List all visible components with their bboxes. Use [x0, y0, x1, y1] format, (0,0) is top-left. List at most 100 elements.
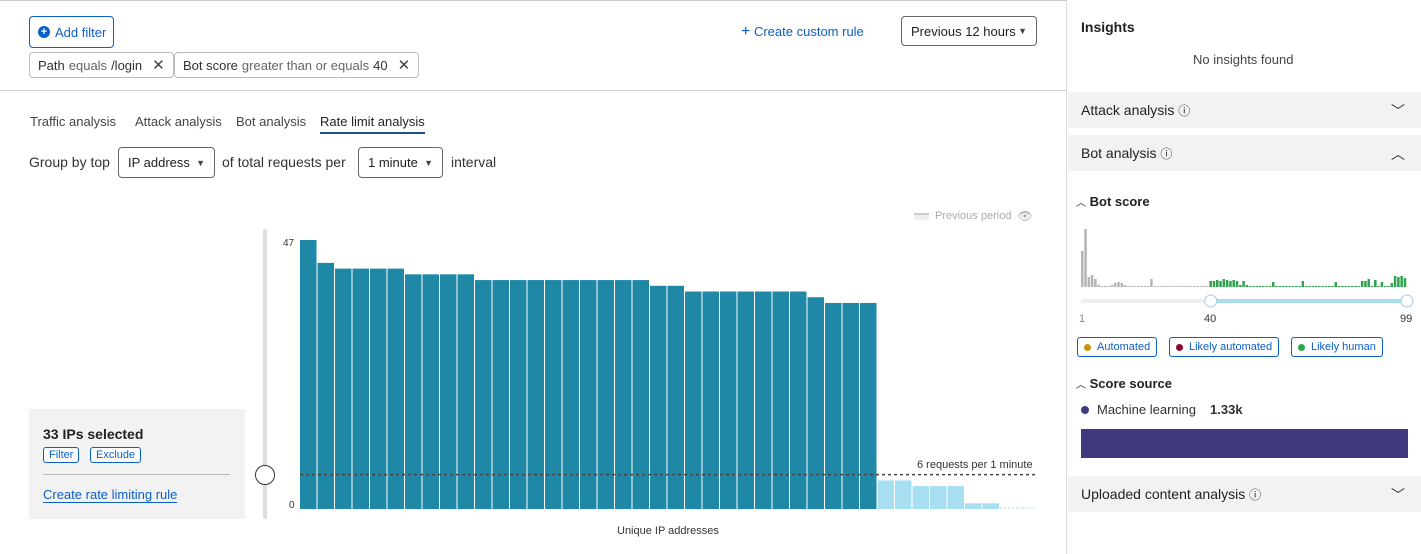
bar[interactable] [457, 274, 475, 509]
create-rate-limiting-rule-link[interactable]: Create rate limiting rule [43, 487, 178, 503]
bar[interactable] [982, 503, 1000, 509]
bar[interactable] [422, 274, 440, 509]
tab-attack-analysis[interactable]: Attack analysis [135, 114, 222, 129]
histogram-bar [1160, 286, 1163, 287]
histogram-bar [1327, 286, 1331, 287]
histogram-bar [1383, 286, 1387, 287]
bar[interactable] [667, 285, 685, 509]
bar[interactable] [562, 280, 580, 509]
bar[interactable] [755, 291, 772, 509]
insights-empty: No insights found [1193, 52, 1294, 67]
chevron-down-icon: ﹀ [1391, 103, 1405, 119]
histogram-bar [1117, 282, 1120, 287]
group-by-field-select[interactable]: IP address ▼ [118, 147, 215, 178]
interval-suffix-label: interval [451, 154, 497, 170]
bot-score-histogram[interactable] [1068, 220, 1421, 315]
bar[interactable] [930, 486, 947, 509]
bar[interactable] [860, 302, 877, 509]
bar[interactable] [492, 280, 510, 509]
bar[interactable] [737, 291, 755, 509]
uploaded-content-section[interactable]: Uploaded content analysis ⓘ ﹀ [1068, 476, 1421, 512]
filter-chip-bot-score[interactable]: Bot score greater than or equals 40 ✕ [174, 52, 420, 78]
bar[interactable] [352, 268, 370, 509]
histogram-bar [1090, 275, 1094, 287]
add-filter-button[interactable]: + Add filter [29, 16, 114, 48]
filter-button[interactable]: Filter [43, 447, 80, 463]
close-icon[interactable]: ✕ [397, 57, 411, 74]
bar[interactable] [597, 280, 615, 509]
bar[interactable] [370, 268, 387, 509]
legend-likely-human[interactable]: Likely human [1291, 337, 1383, 357]
tab-rate-limit-analysis[interactable]: Rate limit analysis [320, 114, 425, 134]
bar[interactable] [895, 480, 912, 509]
histogram-bar [1377, 286, 1380, 287]
histogram-bar [1229, 281, 1232, 287]
tab-traffic-analysis[interactable]: Traffic analysis [30, 114, 116, 129]
histogram-bar [1245, 285, 1249, 287]
bar[interactable] [790, 291, 807, 509]
bar[interactable] [615, 280, 632, 509]
bar[interactable] [527, 280, 545, 509]
histogram-bar [1403, 278, 1407, 287]
histogram-bar [1206, 286, 1209, 287]
time-range-select[interactable]: Previous 12 hours ▼ [901, 16, 1037, 46]
filter-value: 40 [373, 57, 388, 73]
histogram-bar [1393, 276, 1397, 287]
bar[interactable] [440, 274, 457, 509]
caret-down-icon: ▼ [196, 157, 205, 168]
bar[interactable] [965, 503, 982, 509]
bar[interactable] [720, 291, 737, 509]
bar[interactable] [405, 274, 422, 509]
bar[interactable] [912, 486, 930, 509]
range-handle-max[interactable] [1400, 294, 1414, 308]
histogram-bar [1176, 286, 1179, 287]
legend-automated[interactable]: Automated [1077, 337, 1158, 357]
bar[interactable] [300, 240, 317, 509]
bot-score-min: 1 [1079, 313, 1086, 325]
histogram-bar [1216, 280, 1219, 287]
filter-chip-path[interactable]: Path equals/login ✕ [29, 52, 174, 78]
group-by-middle-label: of total requests per [222, 154, 346, 170]
bar[interactable] [317, 262, 335, 509]
bar[interactable] [335, 268, 352, 509]
range-handle-min[interactable] [1204, 294, 1218, 308]
bar[interactable] [650, 285, 667, 509]
exclude-button[interactable]: Exclude [90, 447, 142, 463]
create-custom-rule-link[interactable]: + Create custom rule [741, 23, 864, 41]
tab-bot-analysis[interactable]: Bot analysis [236, 114, 307, 129]
histogram-bar [1291, 286, 1295, 287]
bar[interactable] [842, 302, 860, 509]
bot-analysis-section[interactable]: Bot analysis ⓘ ︿ [1068, 135, 1421, 171]
score-source-header[interactable]: ︿ Score source [1076, 376, 1172, 391]
bar[interactable] [632, 280, 650, 509]
histogram-bar [1334, 282, 1338, 287]
attack-analysis-section[interactable]: Attack analysis ⓘ ﹀ [1068, 92, 1421, 128]
bar[interactable] [807, 297, 825, 509]
bar[interactable] [580, 280, 597, 509]
bar[interactable] [947, 486, 965, 509]
bar[interactable] [387, 268, 405, 509]
threshold-slider-handle[interactable] [255, 465, 275, 485]
bot-score-header[interactable]: ︿ Bot score [1076, 194, 1150, 209]
bar[interactable] [545, 280, 562, 509]
bar[interactable] [702, 291, 720, 509]
time-range-value: Previous 12 hours [911, 23, 1016, 39]
eye-icon[interactable]: 👁 [1017, 209, 1033, 223]
legend-swatch [914, 212, 929, 220]
bar[interactable] [475, 280, 492, 509]
histogram-bar [1212, 281, 1216, 287]
bar[interactable] [877, 480, 895, 509]
plus-icon: + [741, 23, 751, 40]
group-by-field-value: IP address [128, 155, 190, 170]
legend-likely-automated[interactable]: Likely automated [1169, 337, 1280, 357]
bar[interactable] [772, 291, 790, 509]
bar[interactable] [825, 302, 842, 509]
range-fill [1210, 299, 1407, 303]
threshold-slider-track[interactable] [263, 229, 267, 519]
interval-select[interactable]: 1 minute ▼ [358, 147, 443, 178]
histogram-bar [1179, 286, 1183, 287]
close-icon[interactable]: ✕ [152, 57, 165, 74]
bar[interactable] [510, 280, 527, 509]
previous-period-toggle[interactable]: Previous period 👁 [914, 209, 1033, 223]
bar[interactable] [685, 291, 702, 509]
